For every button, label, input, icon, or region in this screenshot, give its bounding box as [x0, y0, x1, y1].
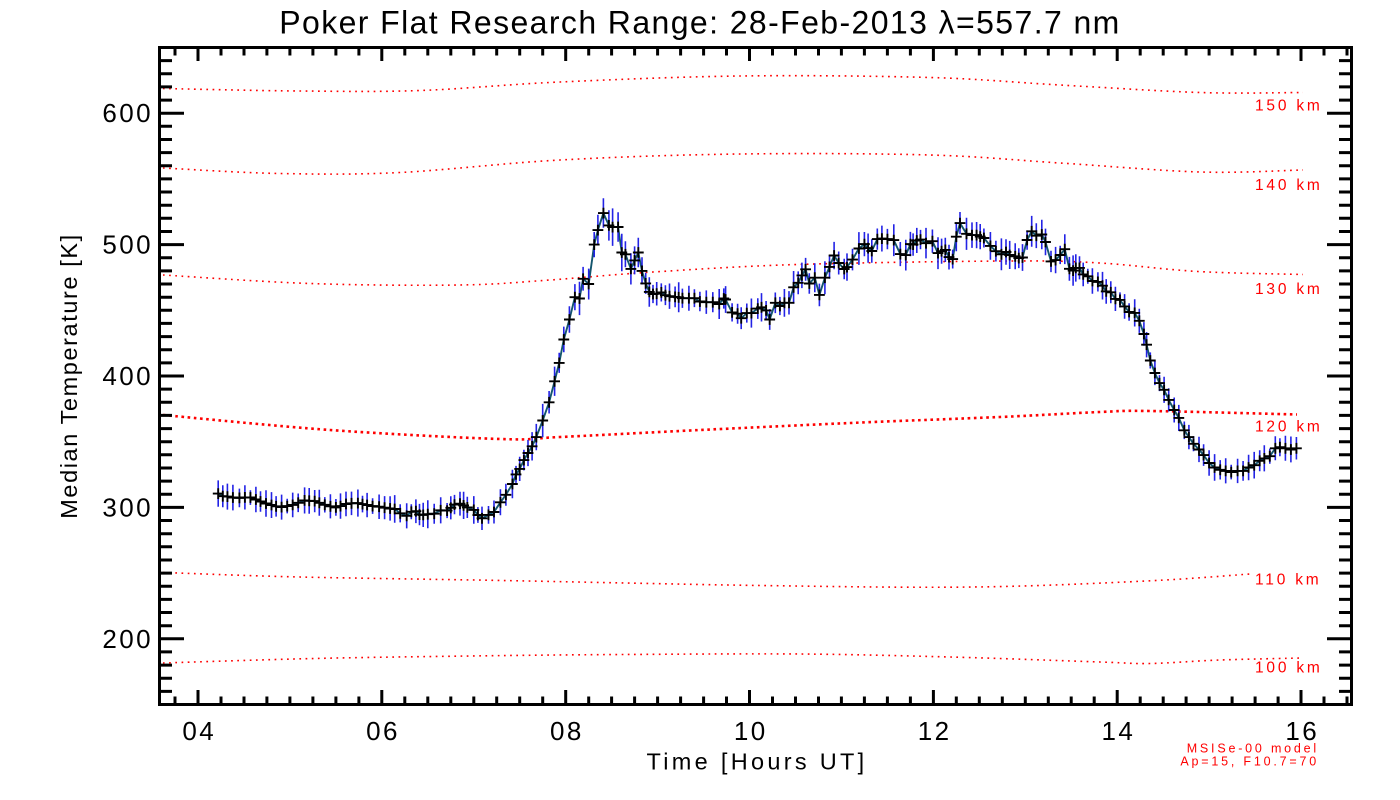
svg-text:Median Temperature [K]: Median Temperature [K]: [56, 233, 82, 519]
svg-text:400: 400: [102, 361, 153, 391]
svg-text:130 km: 130 km: [1255, 281, 1323, 298]
svg-text:140 km: 140 km: [1255, 177, 1323, 194]
svg-text:Ap=15, F10.7=70: Ap=15, F10.7=70: [1180, 755, 1319, 769]
svg-text:06: 06: [366, 716, 400, 746]
svg-text:08: 08: [550, 716, 584, 746]
svg-text:04: 04: [182, 716, 216, 746]
svg-text:200: 200: [102, 624, 153, 654]
svg-text:150 km: 150 km: [1255, 98, 1323, 115]
svg-text:10: 10: [734, 716, 768, 746]
svg-text:12: 12: [918, 716, 952, 746]
svg-text:110 km: 110 km: [1255, 572, 1321, 589]
svg-text:14: 14: [1102, 716, 1136, 746]
svg-text:500: 500: [102, 230, 153, 260]
svg-text:600: 600: [102, 98, 153, 128]
svg-text:120 km: 120 km: [1255, 419, 1323, 436]
svg-text:MSISe-00 model: MSISe-00 model: [1187, 742, 1319, 756]
svg-text:100 km: 100 km: [1255, 660, 1323, 677]
svg-text:Time [Hours UT]: Time [Hours UT]: [647, 749, 868, 775]
svg-text:Poker Flat Research Range: 28-: Poker Flat Research Range: 28-Feb-2013 λ…: [279, 5, 1120, 41]
svg-text:16: 16: [1285, 716, 1319, 746]
svg-text:300: 300: [102, 492, 153, 522]
